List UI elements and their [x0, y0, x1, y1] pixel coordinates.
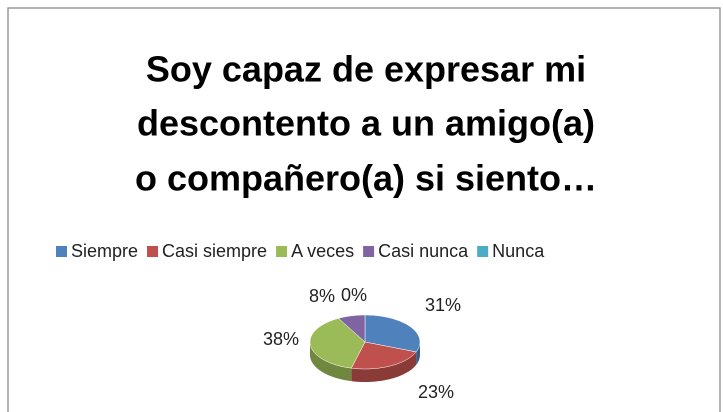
legend-label: Nunca: [492, 241, 545, 261]
legend-swatch: [56, 246, 67, 257]
data-label: 38%: [263, 329, 299, 349]
legend-swatch: [147, 246, 159, 257]
legend-swatch: [363, 246, 375, 257]
pie-slice: [309, 318, 366, 369]
pie-side: [416, 342, 420, 365]
pie-side: [351, 351, 417, 382]
legend-swatch: [276, 246, 288, 257]
chart-title: descontento a un amigo(a): [137, 103, 595, 144]
chart-title: Soy capaz de expresar mi: [146, 49, 586, 90]
pie-slice: [364, 314, 421, 353]
data-label: 8%: [309, 286, 335, 306]
legend-label: Casi nunca: [378, 241, 469, 261]
pie-slice: [337, 314, 366, 343]
data-label: 23%: [418, 382, 454, 402]
pie-side: [310, 342, 352, 382]
legend-label: Casi siempre: [162, 241, 267, 261]
legend-label: A veces: [291, 241, 354, 261]
legend-swatch: [477, 246, 489, 257]
chart-title: o compañero(a) si siento…: [135, 158, 597, 199]
data-label: 0%: [341, 285, 367, 305]
data-label: 31%: [425, 295, 461, 315]
legend-label: Siempre: [71, 241, 138, 261]
pie-slice: [350, 341, 417, 370]
